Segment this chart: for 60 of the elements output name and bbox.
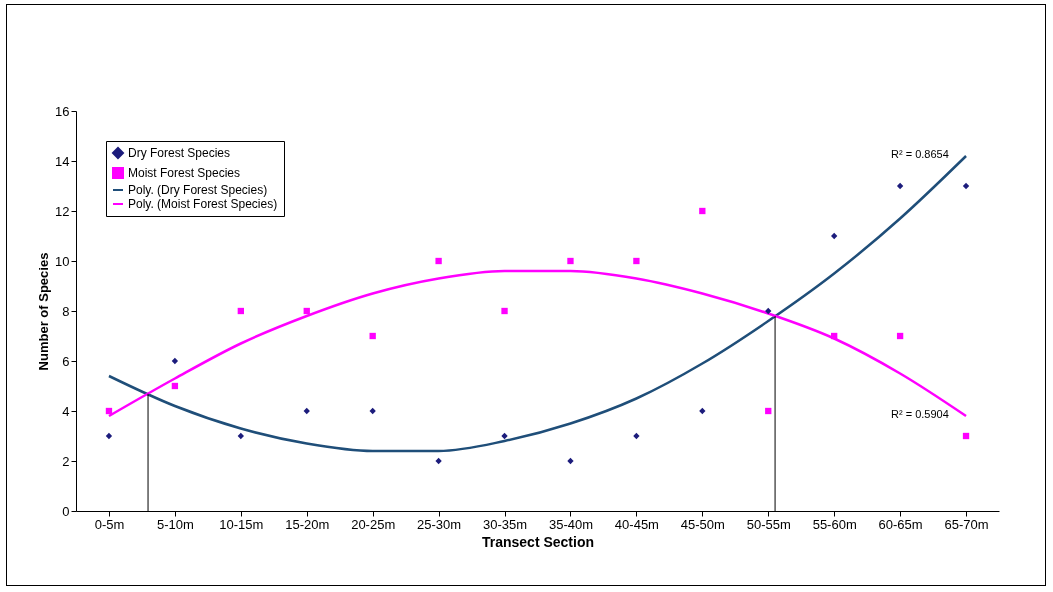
legend-label: Dry Forest Species [128, 146, 231, 160]
point [369, 332, 376, 340]
point [303, 307, 310, 315]
point [171, 357, 179, 365]
point [501, 307, 508, 315]
point [765, 407, 772, 415]
legend-label: Poly. (Dry Forest Species) [128, 183, 268, 197]
point [435, 457, 442, 465]
point [962, 182, 970, 190]
point [896, 332, 904, 340]
point [567, 257, 574, 265]
x-tick-label: 65-70m [944, 516, 989, 532]
x-tick-label: 60-65m [878, 516, 923, 532]
point [237, 307, 244, 315]
point [896, 182, 904, 190]
point [237, 432, 244, 440]
point [831, 332, 838, 340]
legend-label: Moist Forest Species [128, 166, 241, 180]
point [699, 407, 706, 415]
x-tick-label: 0-5m [94, 516, 125, 532]
y-tick-label: 6 [62, 353, 70, 369]
x-tick-label: 50-55m [746, 516, 791, 532]
x-tick-label: 15-20m [285, 516, 330, 532]
point [171, 382, 179, 390]
y-tick-label: 10 [55, 253, 70, 269]
line-series [107, 269, 968, 418]
x-tick-label: 45-50m [680, 516, 725, 532]
annotation: R² = 0.5904 [890, 407, 949, 420]
point [765, 307, 772, 315]
y-tick-label: 14 [55, 153, 70, 169]
x-tick-label: 10-15m [219, 516, 264, 532]
x-axis-title: Transect Section [481, 533, 595, 550]
x-tick-label: 35-40m [548, 516, 593, 532]
point [633, 432, 640, 440]
point [435, 257, 442, 265]
annotation: R² = 0.8654 [890, 147, 949, 160]
y-tick-label: 16 [55, 103, 70, 119]
y-tick-label: 12 [55, 203, 70, 219]
x-tick-label: 5-10m [156, 516, 194, 532]
point [831, 232, 838, 240]
y-tick-label: 8 [62, 303, 70, 319]
point [105, 432, 113, 440]
point [501, 432, 508, 440]
x-tick-label: 25-30m [417, 516, 462, 532]
point [105, 407, 113, 415]
y-tick-label: 2 [62, 453, 70, 469]
point [369, 407, 376, 415]
y-tick-label: 4 [62, 403, 70, 419]
point [962, 432, 970, 440]
x-tick-label: 30-35m [483, 516, 528, 532]
point [633, 257, 640, 265]
x-tick-label: 55-60m [812, 516, 857, 532]
y-tick-label: 0 [62, 503, 70, 519]
point [303, 407, 310, 415]
x-tick-label: 20-25m [351, 516, 396, 532]
y-axis-title: Number of Species [36, 252, 52, 371]
legend-label: Poly. (Moist Forest Species) [128, 197, 278, 211]
point [699, 207, 706, 215]
point [567, 457, 574, 465]
x-tick-label: 40-45m [614, 516, 659, 532]
